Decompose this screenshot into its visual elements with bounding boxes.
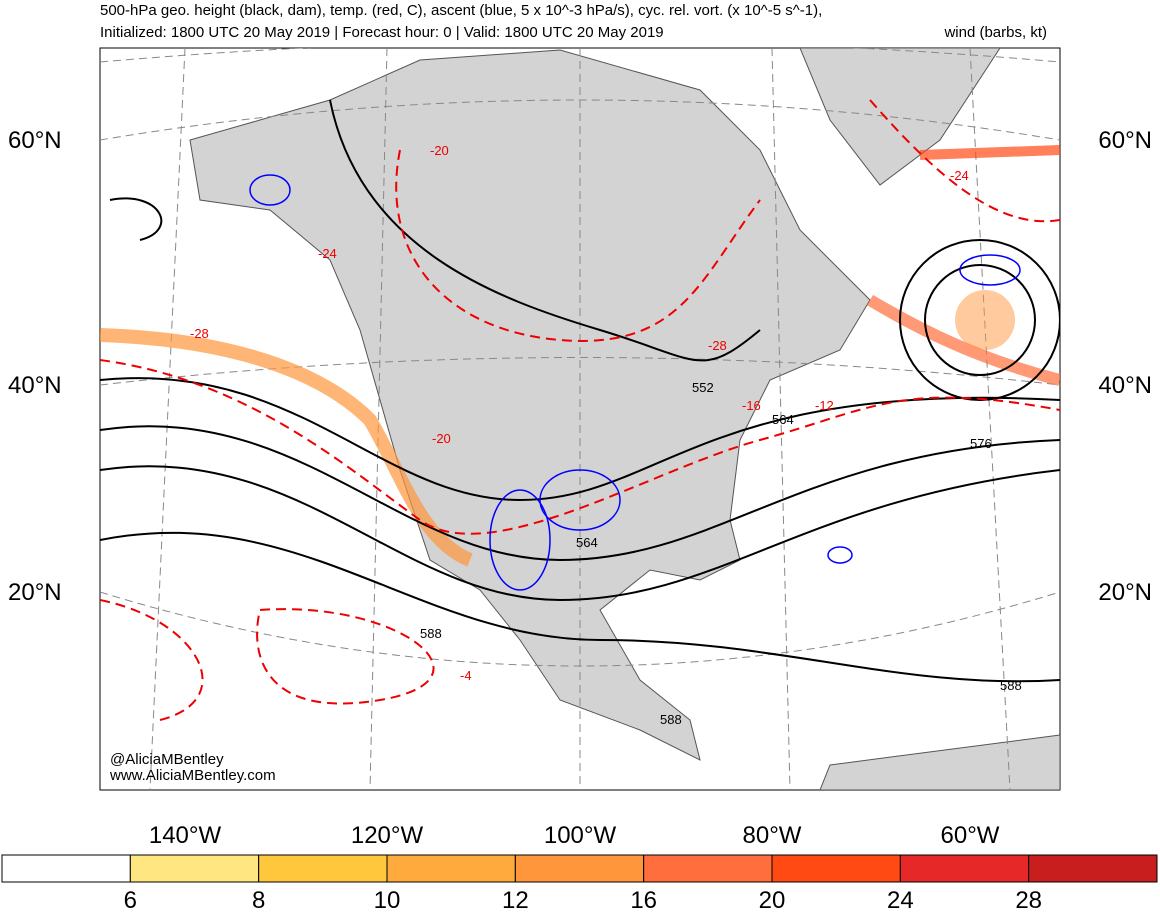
temp-label: -4 <box>460 668 472 683</box>
colorbar-label: 10 <box>374 887 401 912</box>
lat-label: 40°N <box>8 372 62 399</box>
colorbar-label: 12 <box>502 887 529 912</box>
colorbar-label: 16 <box>630 887 657 912</box>
temp-label: -20 <box>432 431 451 446</box>
lat-label: 60°N <box>8 127 62 154</box>
temp-label: -28 <box>190 326 209 341</box>
colorbar-label: 24 <box>887 887 914 912</box>
colorbar-swatch <box>643 854 773 883</box>
colorbar-label: 20 <box>759 887 786 912</box>
subtitle-right: wind (barbs, kt) <box>943 24 1047 41</box>
credit: www.AliciaMBentley.com <box>109 767 276 784</box>
land <box>189 49 871 761</box>
lat-label: 20°N <box>8 579 62 606</box>
colorbar-swatch <box>1 854 131 883</box>
lon-label: 140°W <box>149 822 222 849</box>
lon-label: 120°W <box>351 822 424 849</box>
height-label: 564 <box>772 412 794 427</box>
height-contours <box>100 99 1060 683</box>
height-label: 552 <box>692 380 714 395</box>
lon-label: 80°W <box>743 822 802 849</box>
shading <box>100 145 1060 567</box>
temp-label: -24 <box>318 246 337 261</box>
land <box>819 734 1060 790</box>
colorbar-swatch <box>771 854 901 883</box>
graticule <box>100 48 1060 790</box>
temp-label: -28 <box>708 338 727 353</box>
lon-label: 60°W <box>941 822 1000 849</box>
temp-label: -12 <box>815 398 834 413</box>
lat-label: 60°N <box>1098 127 1152 154</box>
colorbar: 6 8 10 12 16 20 24 28 <box>1 854 1158 912</box>
height-label: 588 <box>660 712 682 727</box>
colorbar-swatch <box>386 854 516 883</box>
ascent-contours <box>249 174 1021 591</box>
lat-label: 20°N <box>1098 579 1152 606</box>
temp-label: -20 <box>430 143 449 158</box>
colorbar-swatch <box>1028 854 1158 883</box>
colorbar-swatch <box>899 854 1030 883</box>
land <box>799 48 1001 186</box>
temp-label: -24 <box>950 168 969 183</box>
height-label: 576 <box>970 436 992 451</box>
colorbar-label: 8 <box>252 887 265 912</box>
colorbar-swatch <box>514 854 645 883</box>
height-label: 588 <box>420 626 442 641</box>
temp-contours <box>100 99 1060 721</box>
title: 500-hPa geo. height (black, dam), temp. … <box>100 2 822 19</box>
lon-label: 100°W <box>544 822 617 849</box>
lat-label: 40°N <box>1098 372 1152 399</box>
subtitle: Initialized: 1800 UTC 20 May 2019 | Fore… <box>100 24 664 41</box>
credit: @AliciaMBentley <box>110 751 224 768</box>
height-label: 588 <box>1000 678 1022 693</box>
height-label: 564 <box>576 535 598 550</box>
colorbar-label: 28 <box>1015 887 1042 912</box>
temp-label: -16 <box>742 398 761 413</box>
colorbar-swatch <box>129 854 260 883</box>
colorbar-label: 6 <box>124 887 137 912</box>
colorbar-swatch <box>258 854 388 883</box>
map <box>99 47 1061 791</box>
